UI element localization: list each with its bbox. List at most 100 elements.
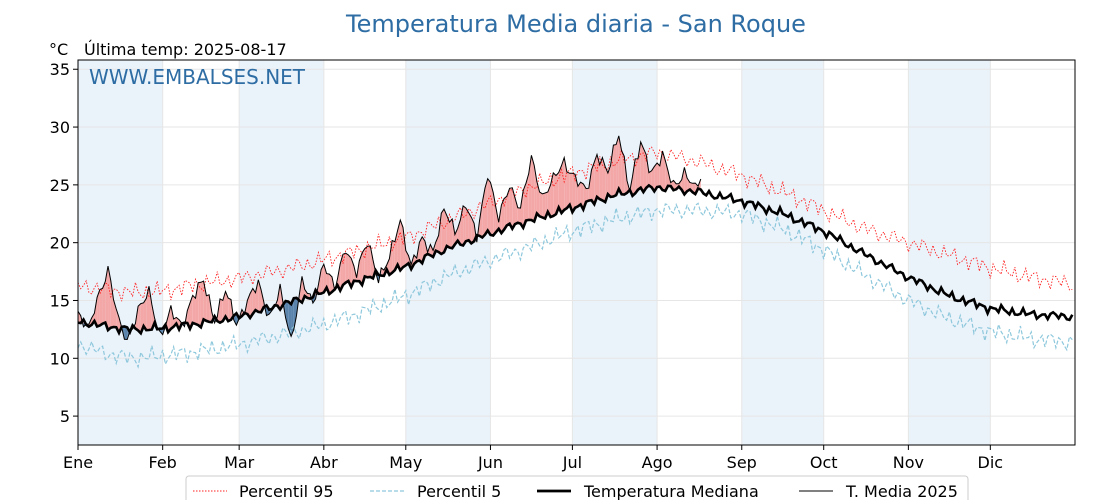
fill-above-median <box>99 288 103 326</box>
fill-above-median <box>105 266 109 331</box>
fill-above-median <box>531 155 535 222</box>
fill-above-median <box>525 173 529 221</box>
fill-above-median <box>397 219 401 271</box>
fill-above-median <box>168 305 171 333</box>
fill-above-median <box>654 163 658 192</box>
fill-above-median <box>618 135 622 195</box>
fill-above-median <box>515 197 518 225</box>
series-line-p95 <box>77 146 1073 302</box>
fill-above-median <box>192 295 196 324</box>
fill-above-median <box>457 219 461 245</box>
fill-above-median <box>102 281 106 324</box>
y-tick-label: 30 <box>50 118 70 137</box>
month-band <box>239 60 324 445</box>
fill-above-median <box>610 145 614 197</box>
fill-above-median <box>359 252 363 285</box>
fill-above-median <box>340 254 343 291</box>
fill-above-median <box>520 190 524 228</box>
fill-above-median <box>206 294 210 322</box>
fill-above-median <box>143 298 147 331</box>
fill-above-median <box>465 208 469 242</box>
fill-above-median <box>648 170 652 188</box>
legend-label-median: Temperatura Mediana <box>583 482 759 500</box>
fill-above-median <box>501 198 505 234</box>
fill-above-median <box>468 212 472 244</box>
fill-above-median <box>523 183 526 228</box>
fill-above-median <box>449 218 453 249</box>
x-axis: Ene Feb Mar Abr May Jun Jul Ago Sep Oct Nov Dic <box>63 445 1003 472</box>
fill-above-median <box>556 172 559 215</box>
fill-above-median <box>348 254 352 288</box>
fill-above-median <box>684 167 688 195</box>
fill-below-median <box>288 301 292 337</box>
fill-above-median <box>444 208 447 253</box>
fill-above-median <box>97 289 100 327</box>
series-line-p5 <box>77 202 1073 369</box>
x-tick-label: Sep <box>727 453 757 472</box>
fill-above-median <box>591 162 595 205</box>
fill-above-median <box>506 188 510 226</box>
fill-above-median <box>637 141 641 190</box>
fill-above-median <box>94 297 98 327</box>
fill-above-median <box>392 240 395 273</box>
month-bands <box>78 60 991 445</box>
fill-above-median <box>646 154 649 188</box>
fill-above-median <box>602 157 606 203</box>
y-tick-label: 25 <box>50 176 70 195</box>
y-tick-label: 10 <box>50 349 70 368</box>
fill-above-median <box>463 205 466 246</box>
fill-above-median <box>452 218 455 249</box>
fill-above-median <box>512 187 516 229</box>
x-tick-label: May <box>389 453 422 472</box>
fill-above-median <box>643 148 647 193</box>
fill-above-median <box>198 282 201 328</box>
x-tick-label: Nov <box>893 453 924 472</box>
fill-above-median <box>367 245 371 278</box>
fill-above-median <box>566 171 570 209</box>
fill-above-median <box>252 288 256 314</box>
month-band <box>78 60 163 445</box>
x-tick-label: Ago <box>642 453 673 472</box>
x-tick-label: Jun <box>477 453 503 472</box>
fill-above-median <box>110 280 114 328</box>
fill-above-median <box>435 235 439 252</box>
fill-above-median <box>321 264 324 294</box>
fill-above-median <box>487 178 491 235</box>
fill-above-median <box>108 266 111 331</box>
fill-above-median <box>370 245 374 279</box>
x-tick-label: Mar <box>224 453 255 472</box>
fill-above-median <box>228 298 231 322</box>
month-band <box>741 60 824 445</box>
x-tick-label: Oct <box>810 453 838 472</box>
fill-above-median <box>539 192 543 218</box>
fill-above-median <box>572 173 576 213</box>
fill-above-median <box>687 178 690 192</box>
fill-above-median <box>471 217 475 244</box>
x-tick-label: Feb <box>149 453 177 472</box>
fill-above-median <box>599 157 603 201</box>
x-tick-label: Abr <box>310 453 338 472</box>
fill-above-median <box>255 279 259 312</box>
fill-above-median <box>659 151 663 191</box>
fill-above-median <box>389 240 393 275</box>
y-axis-unit-label: °C <box>49 40 68 59</box>
legend-box <box>185 475 969 500</box>
fill-below-median <box>293 297 297 330</box>
legend-label-p95: Percentil 95 <box>239 482 334 500</box>
fill-above-median <box>329 274 333 295</box>
fill-above-median <box>479 202 483 238</box>
fill-above-median <box>542 193 546 219</box>
y-tick-label: 20 <box>50 234 70 253</box>
fill-above-median <box>569 173 573 213</box>
fill-above-median <box>586 188 589 202</box>
fill-above-median <box>189 295 193 329</box>
fill-above-median <box>342 253 346 285</box>
last-temp-label: Última temp: 2025-08-17 <box>84 40 287 59</box>
fill-above-median <box>635 158 638 194</box>
fill-above-median <box>665 160 669 191</box>
series-lines <box>77 135 1074 369</box>
y-axis: 5 10 15 20 25 30 35 <box>50 60 78 426</box>
fill-above-median <box>490 182 494 236</box>
month-band <box>572 60 658 445</box>
